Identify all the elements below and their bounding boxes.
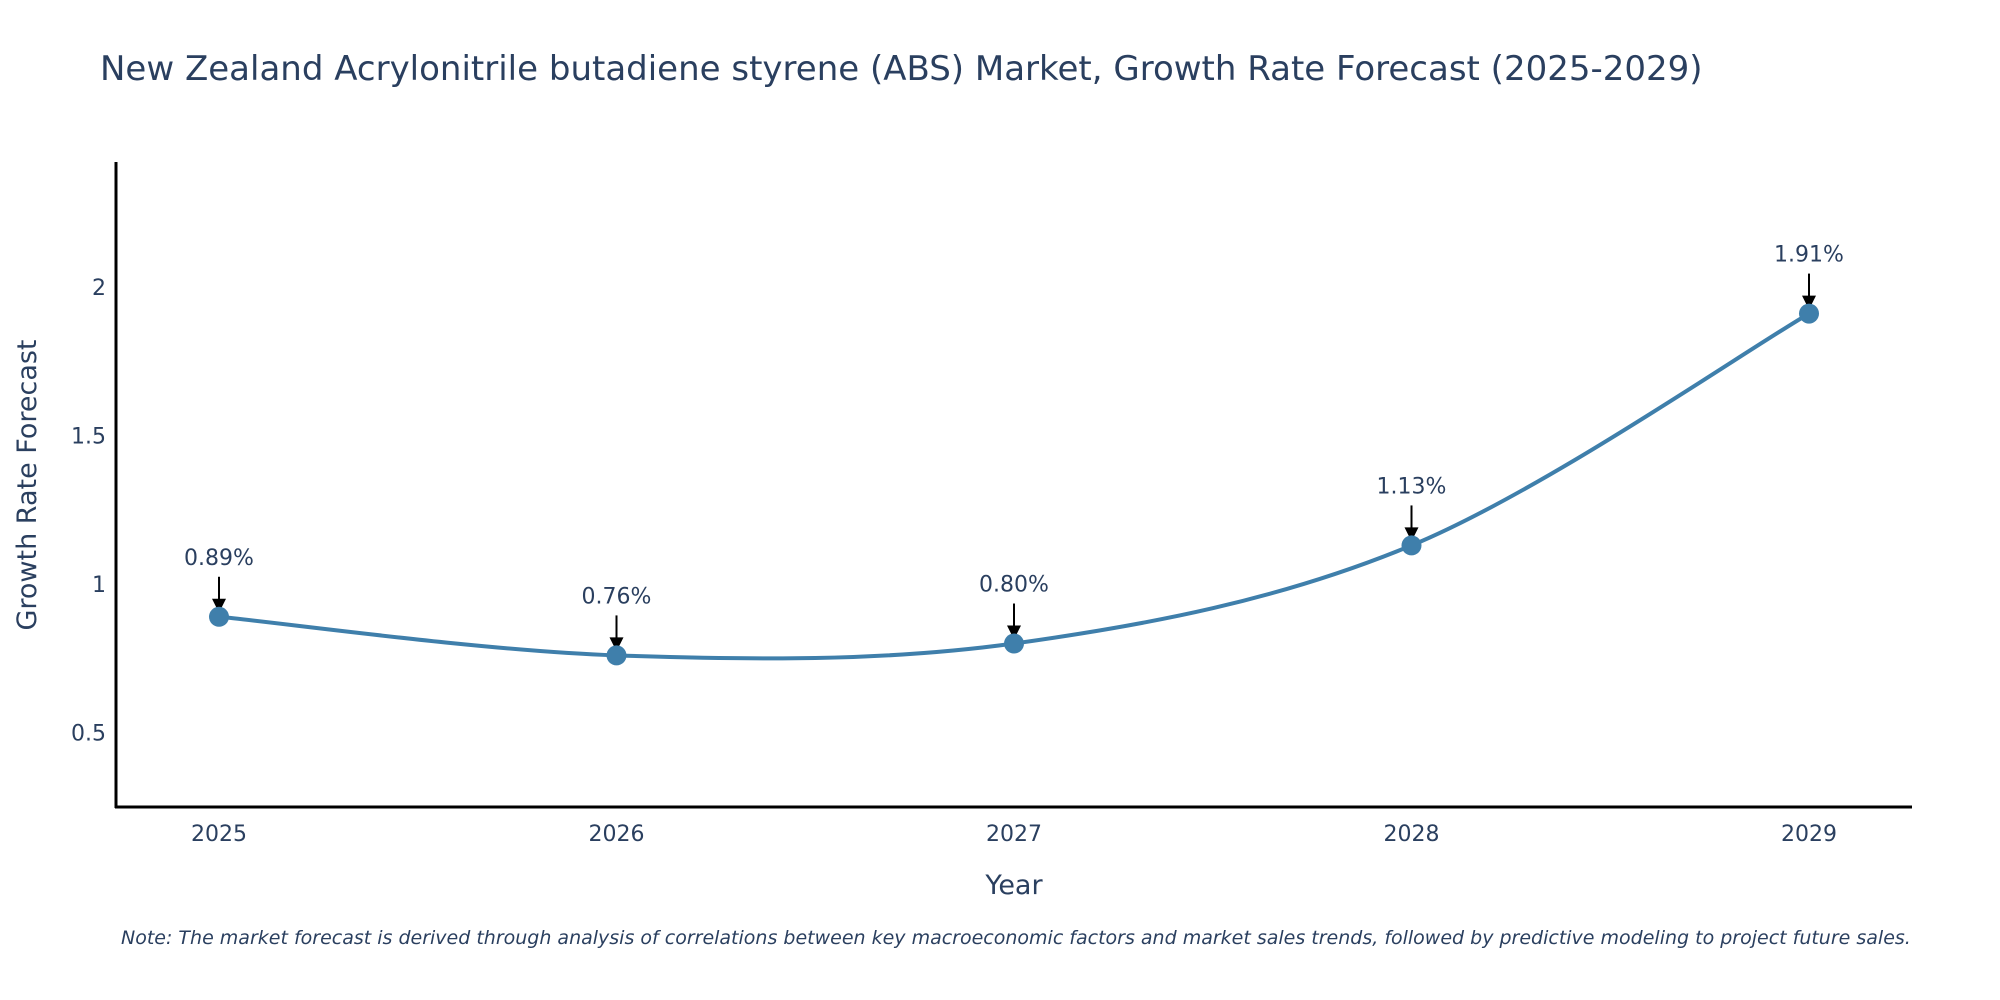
footnote: Note: The market forecast is derived thr… bbox=[121, 927, 1911, 949]
plot-area: 0.5 1 1.5 2 2025 2026 2027 2028 2029 0.89% 0.76%… bbox=[71, 162, 1912, 847]
data-point bbox=[1401, 535, 1422, 556]
annotation-arrowhead bbox=[609, 637, 624, 652]
y-tick-label: 1.5 bbox=[71, 424, 106, 449]
data-label: 1.91% bbox=[1774, 243, 1844, 268]
annotation-arrowhead bbox=[212, 598, 226, 613]
data-point bbox=[1004, 633, 1024, 654]
y-axis-ticks: 0.5 1 1.5 2 bbox=[71, 276, 106, 747]
annotation-arrowhead bbox=[1404, 527, 1419, 542]
y-tick-label: 1 bbox=[92, 573, 106, 598]
data-point bbox=[606, 645, 627, 666]
x-tick-label: 2029 bbox=[1781, 822, 1837, 847]
x-axis-title: Year bbox=[984, 870, 1043, 901]
data-label: 0.76% bbox=[582, 584, 652, 609]
data-label: 0.80% bbox=[979, 573, 1049, 598]
annotation-arrowhead bbox=[1007, 625, 1021, 640]
x-tick-label: 2027 bbox=[986, 822, 1042, 847]
x-axis-ticks: 2025 2026 2027 2028 2029 bbox=[191, 822, 1837, 847]
chart-title: New Zealand Acrylonitrile butadiene styr… bbox=[100, 49, 1703, 89]
data-annotations: 0.89% 0.76% 0.80% 1.13% 1.91% bbox=[184, 243, 1844, 652]
x-tick-label: 2028 bbox=[1384, 822, 1440, 847]
y-tick-label: 2 bbox=[92, 276, 106, 301]
x-tick-label: 2025 bbox=[191, 822, 247, 847]
annotation-arrowhead bbox=[1802, 295, 1816, 310]
data-markers bbox=[209, 303, 1819, 666]
data-point bbox=[1799, 303, 1819, 324]
x-tick-label: 2026 bbox=[589, 822, 645, 847]
y-axis-title: Growth Rate Forecast bbox=[12, 339, 43, 630]
data-point bbox=[209, 606, 229, 627]
data-label: 1.13% bbox=[1377, 474, 1447, 499]
data-label: 0.89% bbox=[184, 546, 254, 571]
y-tick-label: 0.5 bbox=[71, 722, 106, 747]
